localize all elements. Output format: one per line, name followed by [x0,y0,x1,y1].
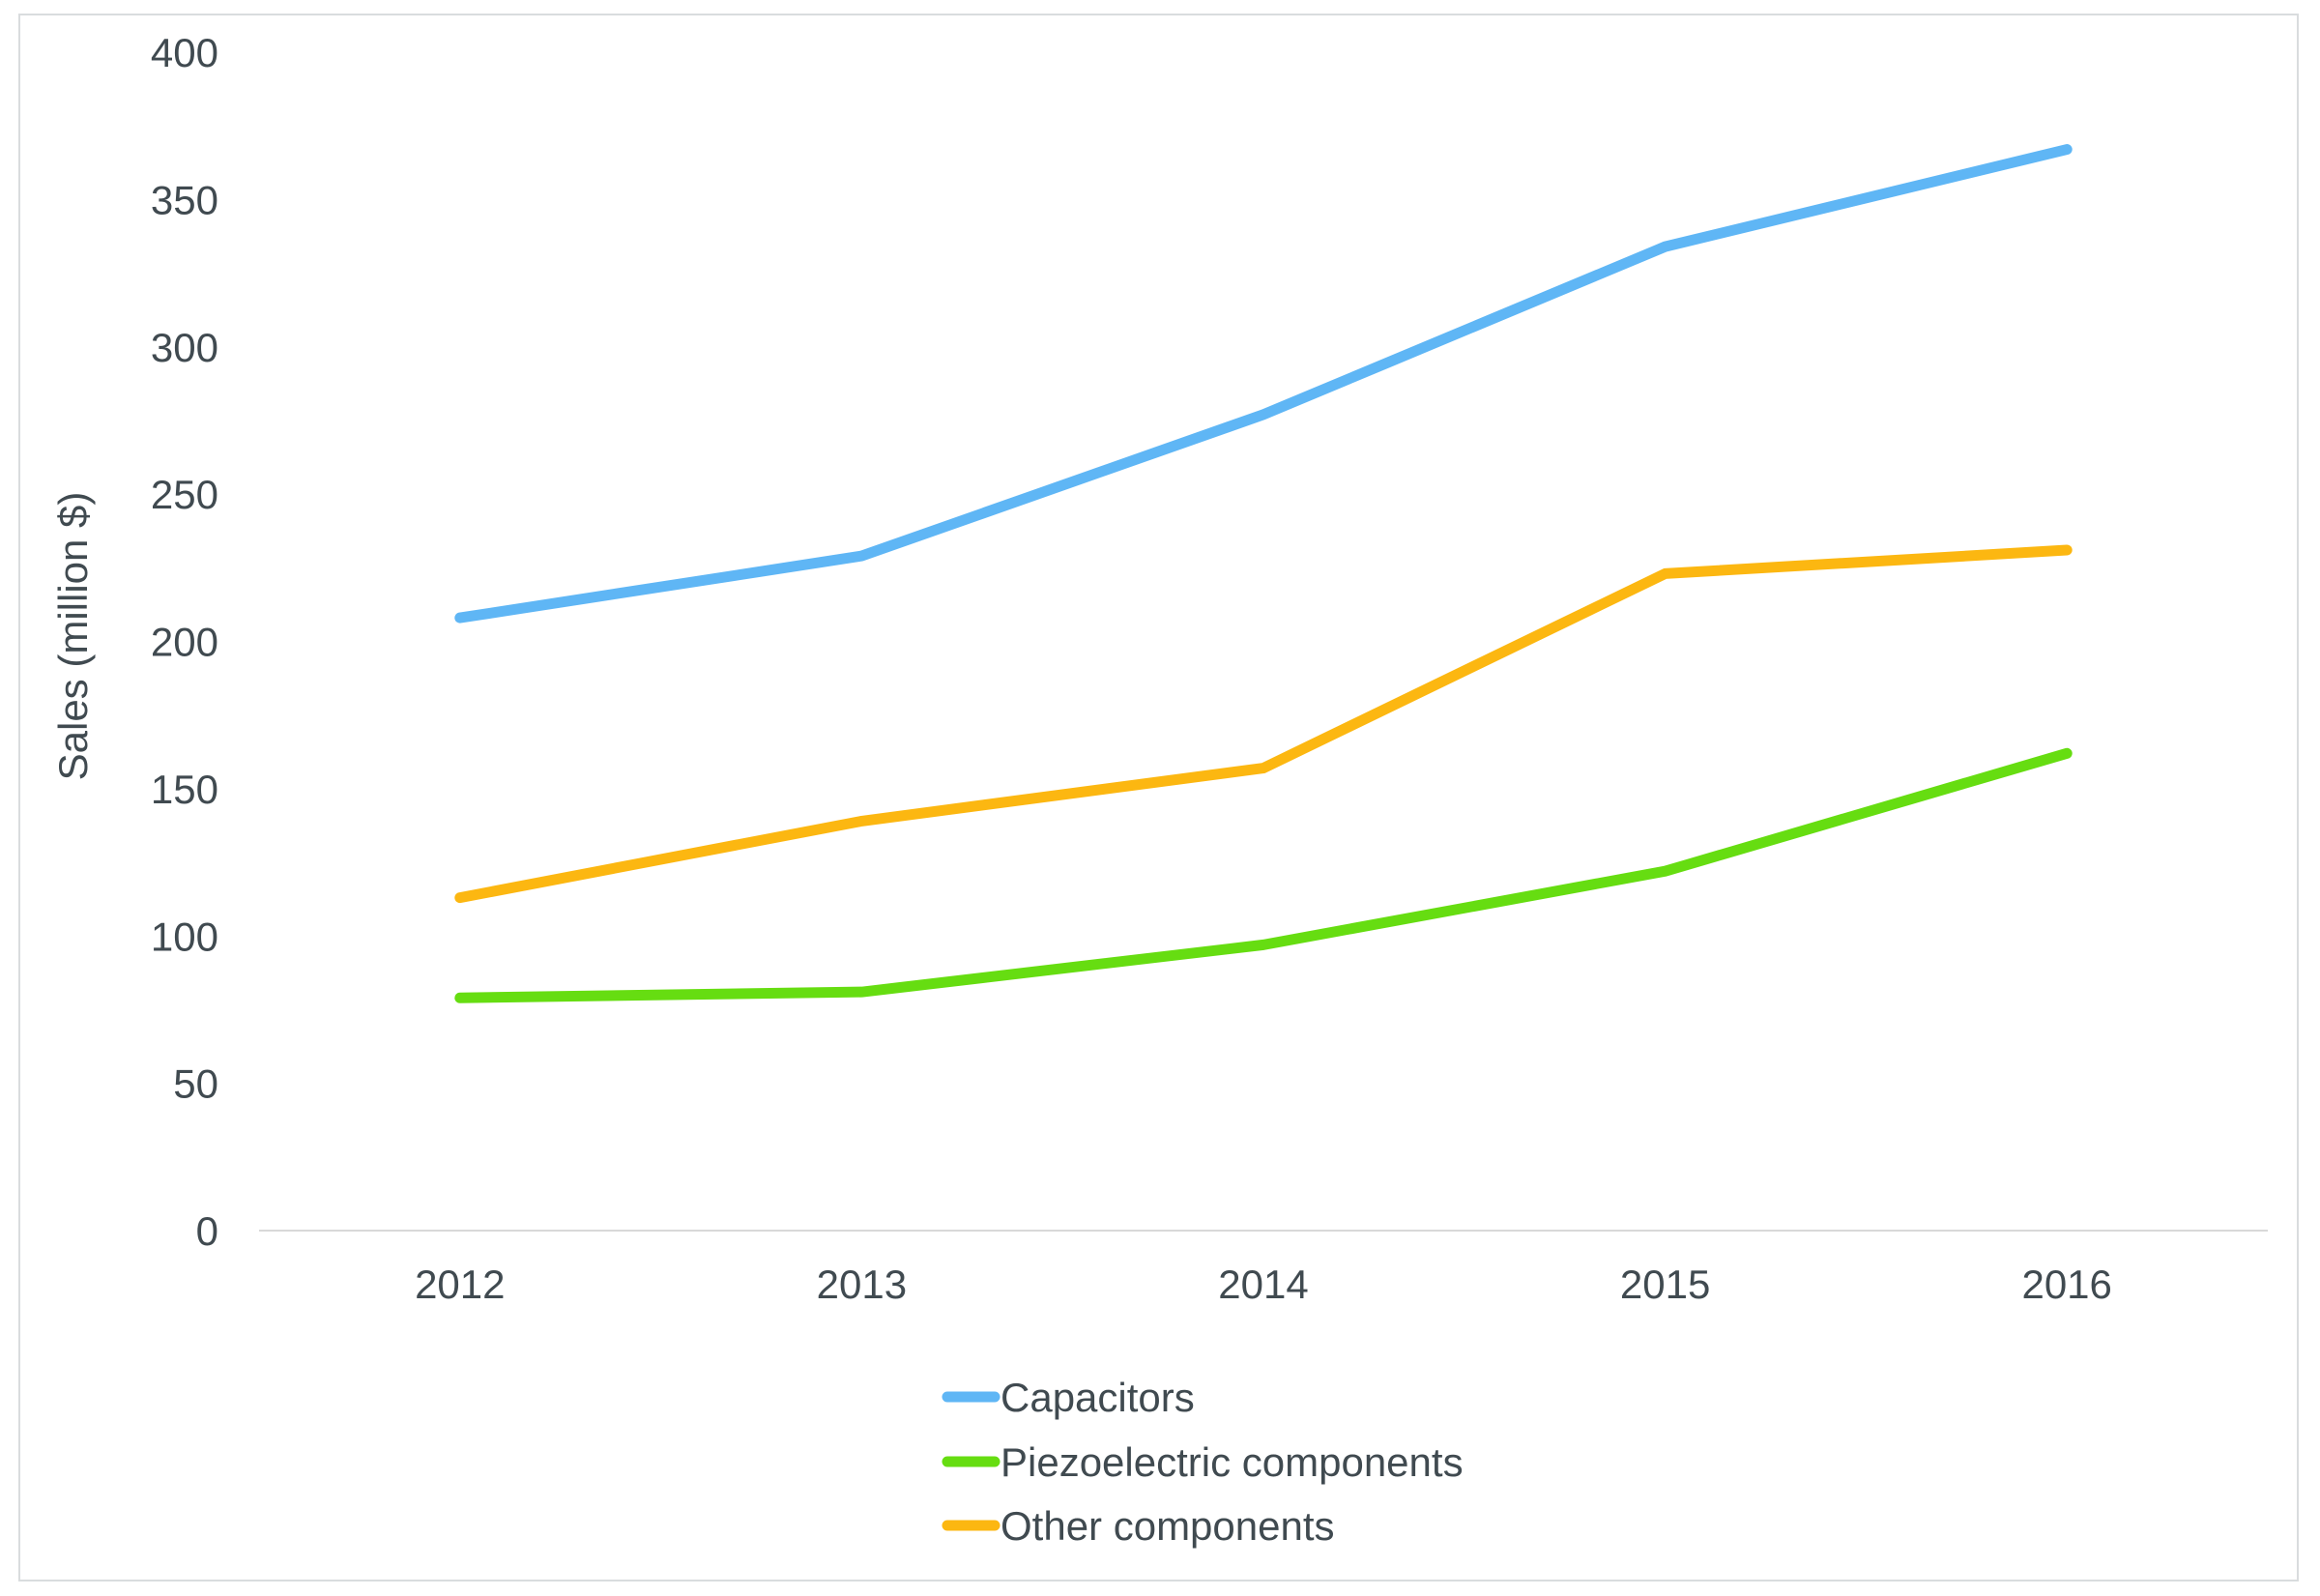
legend-label: Other components [1000,1503,1335,1549]
x-tick-label: 2016 [2021,1262,2111,1307]
series-line-other-components [454,544,2073,904]
chart-frame [18,14,2299,1581]
y-tick-label: 300 [151,325,218,370]
legend: Capacitors Piezoelectric components Other … [942,1375,1464,1549]
legend-item: Piezoelectric components [942,1439,1464,1485]
series-line-capacitors [454,144,2073,624]
legend-label: Piezoelectric components [1000,1439,1464,1485]
y-tick-label: 150 [151,767,218,812]
x-tick-label: 2013 [817,1262,907,1307]
x-tick-label: 2012 [415,1262,505,1307]
legend-label: Capacitors [1000,1375,1195,1420]
y-tick-label: 0 [196,1208,218,1254]
y-tick-label: 350 [151,177,218,222]
x-tick-label: 2015 [1620,1262,1710,1307]
legend-item: Other components [942,1503,1335,1549]
y-tick-label: 100 [151,914,218,959]
y-tick-label: 50 [173,1061,218,1107]
x-tick-label: 2014 [1218,1262,1308,1307]
series-line-piezoelectric-components [454,747,2073,1003]
y-tick-label: 250 [151,472,218,517]
y-axis-label: Sales (million $) [50,492,96,781]
y-tick-label: 200 [151,620,218,665]
legend-item: Capacitors [942,1375,1195,1420]
y-tick-label: 400 [151,30,218,75]
